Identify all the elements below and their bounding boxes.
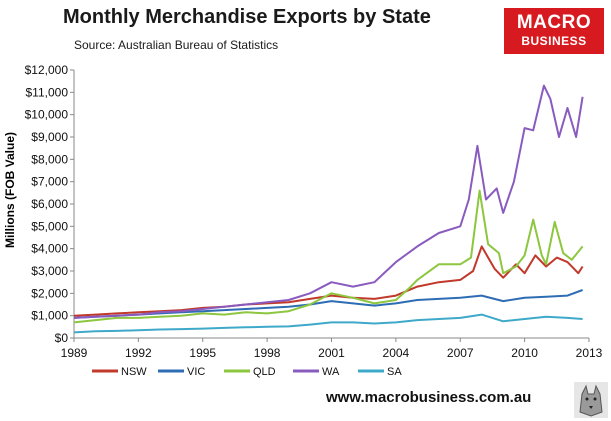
plot-area xyxy=(73,84,584,334)
y-tick-label: $8,000 xyxy=(31,152,68,166)
chart-legend: NSW VIC QLD WA SA xyxy=(92,366,402,378)
brand-logo: MACRO BUSINESS xyxy=(504,8,604,54)
series-line-wa xyxy=(73,84,584,319)
brand-line2: BUSINESS xyxy=(521,34,587,48)
y-tick-label: $12,000 xyxy=(25,63,69,77)
series-line-sa xyxy=(73,313,583,334)
y-tick-label: $9,000 xyxy=(31,130,68,144)
wolf-logo-icon xyxy=(574,382,608,418)
legend-label-nsw: NSW xyxy=(121,366,147,378)
series-line-vic xyxy=(73,289,583,319)
y-tick-label: $2,000 xyxy=(31,286,68,300)
footer-url: www.macrobusiness.com.au xyxy=(326,389,532,406)
y-tick-label: $11,000 xyxy=(26,85,69,99)
x-tick-label: 2004 xyxy=(383,346,410,360)
y-tick-label: $0 xyxy=(55,331,69,345)
x-tick-label: 2010 xyxy=(511,346,538,360)
legend-label-qld: QLD xyxy=(253,366,276,378)
x-tick-label: 1992 xyxy=(125,346,152,360)
y-tick-label: $4,000 xyxy=(31,242,68,256)
y-tick-label: $1,000 xyxy=(31,309,68,323)
x-tick-label: 2013 xyxy=(576,346,603,360)
chart-axes: $0 $1,000 $2,000 $3,000 $4,000 $5,000 $6,000 $7… xyxy=(25,63,603,360)
legend-label-vic: VIC xyxy=(187,366,205,378)
chart-source: Source: Australian Bureau of Statistics xyxy=(74,38,279,52)
x-tick-label: 1995 xyxy=(189,346,216,360)
y-tick-label: $10,000 xyxy=(25,108,69,122)
y-tick-label: $7,000 xyxy=(31,175,68,189)
series-line-qld xyxy=(73,189,584,324)
legend-label-sa: SA xyxy=(387,366,402,378)
y-axis-label: Millions (FOB Value) xyxy=(3,132,17,248)
y-tick-label: $6,000 xyxy=(31,197,68,211)
x-tick-label: 1998 xyxy=(254,346,281,360)
x-tick-label: 2001 xyxy=(318,346,345,360)
legend-label-wa: WA xyxy=(322,366,340,378)
brand-line1: MACRO xyxy=(516,12,592,33)
series-line-nsw xyxy=(73,245,584,317)
x-tick-label: 1989 xyxy=(61,346,88,360)
y-tick-label: $3,000 xyxy=(31,264,68,278)
x-tick-label: 2007 xyxy=(447,346,474,360)
chart-title: Monthly Merchandise Exports by State xyxy=(63,6,431,28)
y-tick-label: $5,000 xyxy=(31,219,68,233)
